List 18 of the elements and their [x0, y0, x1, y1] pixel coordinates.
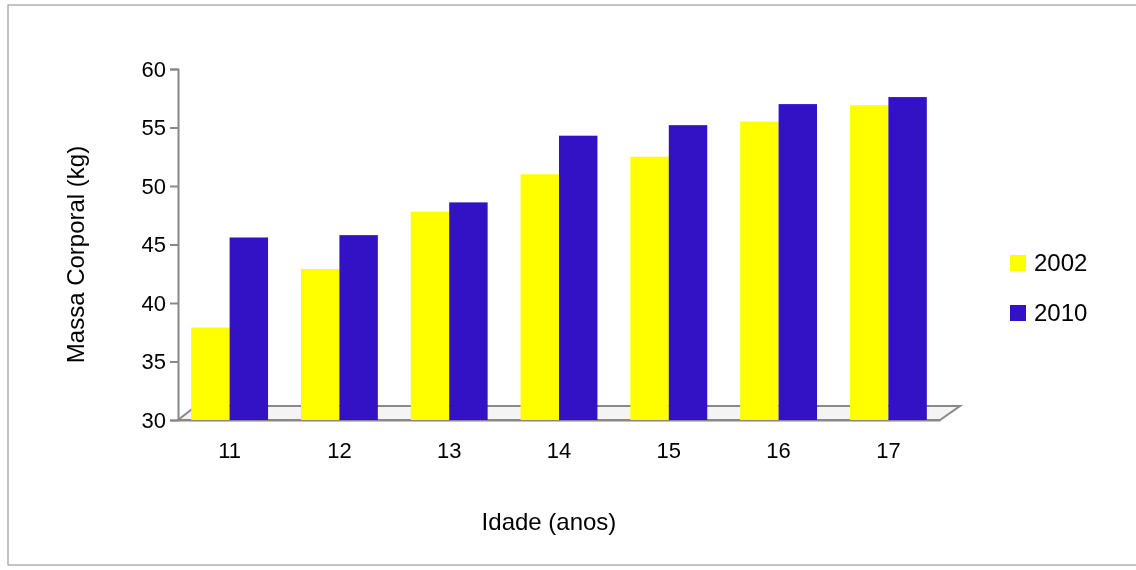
y-tick-label: 50 — [141, 173, 166, 199]
legend-label: 2010 — [1034, 299, 1088, 326]
y-axis-title: Massa Corporal (kg) — [62, 145, 89, 364]
x-tick-label: 15 — [656, 438, 682, 464]
x-tick-label: 17 — [876, 438, 901, 464]
y-tick-label: 30 — [141, 407, 166, 433]
y-tick-label: 40 — [141, 290, 166, 316]
legend-label: 2002 — [1034, 249, 1088, 276]
x-tick-label: 14 — [546, 438, 572, 464]
y-tick-label: 55 — [141, 115, 166, 141]
y-tick-label: 45 — [141, 232, 166, 258]
x-tick-label: 11 — [218, 438, 242, 464]
y-tick-label: 60 — [141, 56, 166, 82]
x-tick-label: 13 — [436, 438, 462, 464]
x-tick-label: 12 — [327, 438, 352, 464]
y-tick-label: 35 — [141, 349, 166, 375]
x-axis-title: Idade (anos) — [481, 508, 617, 535]
x-tick-label: 16 — [766, 438, 791, 464]
